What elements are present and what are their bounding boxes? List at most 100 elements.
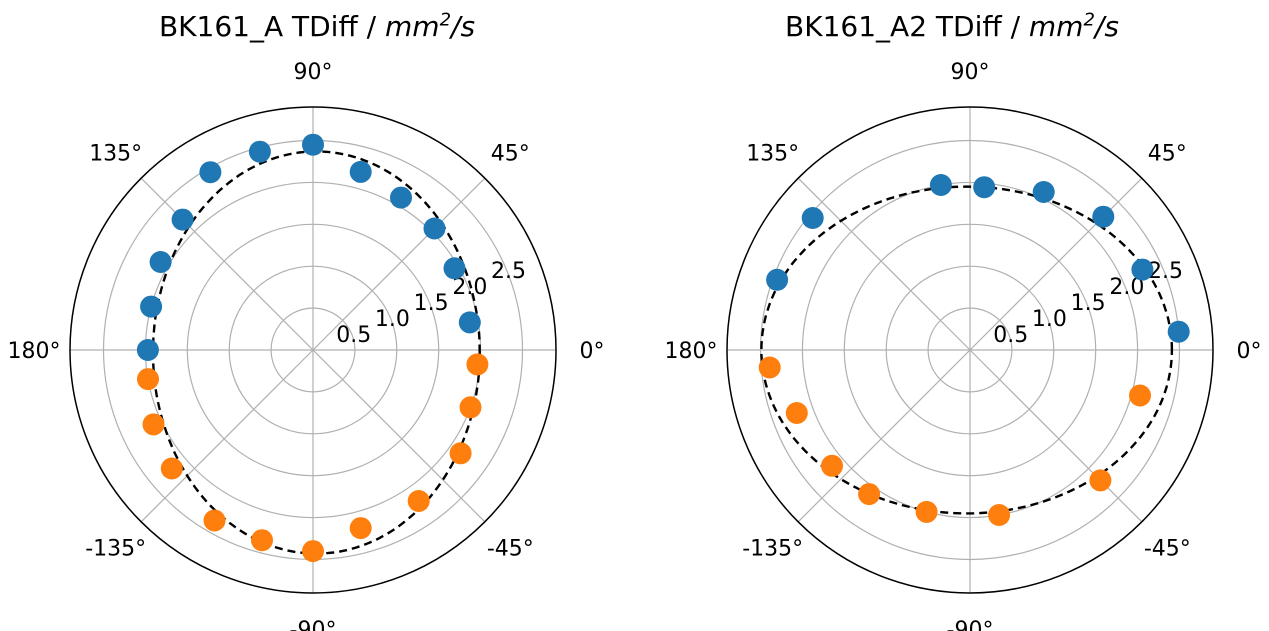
angular-tick-label: 180° bbox=[665, 339, 718, 364]
data-point bbox=[140, 295, 163, 318]
angular-tick-label: 180° bbox=[8, 339, 61, 364]
data-point bbox=[929, 174, 952, 196]
angular-gridline bbox=[969, 349, 1143, 523]
data-point bbox=[251, 529, 273, 552]
angular-tick-label: 0° bbox=[1237, 339, 1262, 364]
radial-tick-label: 0.5 bbox=[336, 323, 371, 348]
data-point bbox=[407, 490, 430, 512]
data-point bbox=[458, 311, 481, 334]
polar-axis-frame bbox=[726, 106, 1214, 594]
data-point bbox=[149, 251, 172, 273]
data-point bbox=[302, 540, 324, 563]
angular-tick-label: 90° bbox=[294, 60, 333, 85]
data-point bbox=[1129, 384, 1151, 407]
angular-tick-label: 0° bbox=[580, 339, 605, 364]
unit-tail: /s bbox=[451, 10, 476, 43]
data-point bbox=[1089, 469, 1112, 492]
radial-gridline bbox=[228, 265, 398, 435]
data-point bbox=[171, 208, 194, 231]
unit-exponent: 2 bbox=[439, 9, 452, 31]
angular-gridline bbox=[797, 177, 971, 351]
radial-gridline bbox=[801, 181, 1139, 519]
fit-curve bbox=[151, 150, 481, 555]
data-point bbox=[988, 504, 1011, 526]
angular-tick-label: -135° bbox=[85, 536, 146, 561]
angular-tick-label: -90° bbox=[947, 618, 994, 631]
angular-tick-label: 135° bbox=[746, 142, 799, 167]
data-point bbox=[390, 186, 412, 209]
data-point bbox=[443, 257, 466, 280]
data-point bbox=[1092, 205, 1115, 228]
unit-base: mm bbox=[1028, 10, 1084, 43]
chart-title-unit: mm2/s bbox=[385, 10, 475, 43]
data-point bbox=[349, 517, 372, 540]
angular-gridline bbox=[312, 349, 486, 523]
angular-tick-label: -135° bbox=[742, 536, 803, 561]
polar-plot-left: 0.51.01.52.02.5 0° 45° 90° 135° 180° -135° -90°… bbox=[8, 60, 605, 631]
angular-gridline bbox=[797, 349, 971, 523]
radial-tick-label: 1.5 bbox=[1071, 291, 1106, 316]
data-point bbox=[459, 396, 482, 419]
data-point bbox=[821, 454, 843, 477]
data-point bbox=[136, 339, 159, 361]
data-point bbox=[302, 133, 324, 156]
data-point bbox=[349, 160, 372, 183]
data-point bbox=[1131, 258, 1154, 281]
radial-tick-label: 2.5 bbox=[491, 259, 526, 284]
data-point bbox=[449, 442, 472, 465]
chart-title-text: BK161_A TDiff / bbox=[158, 10, 385, 43]
polar-chart-right: BK161_A2 TDiff / mm2/s 0.5 1.0 1.5 2.0 2.5 0°… bbox=[635, 0, 1269, 631]
radial-tick-label: 1.0 bbox=[1032, 307, 1067, 332]
data-point bbox=[466, 353, 489, 376]
data-point bbox=[758, 356, 781, 379]
angular-gridline bbox=[312, 177, 486, 351]
data-point bbox=[160, 457, 183, 480]
data-point bbox=[858, 483, 881, 506]
angular-tick-label: 45° bbox=[1148, 142, 1187, 167]
data-point bbox=[915, 500, 938, 523]
angular-gridline bbox=[140, 349, 314, 523]
radial-gridline bbox=[270, 307, 356, 393]
chart-title-text: BK161_A2 TDiff / bbox=[785, 10, 1029, 43]
polar-chart-left: BK161_A TDiff / mm2/s 0.5 1.0 1.5 2.0 2.5 0° 4… bbox=[0, 0, 634, 631]
radial-tick-label: 1.5 bbox=[414, 291, 449, 316]
data-point bbox=[785, 402, 808, 424]
radial-tick-label: 0.5 bbox=[993, 323, 1028, 348]
data-point bbox=[766, 268, 789, 291]
angular-tick-label: 90° bbox=[951, 60, 990, 85]
unit-base: mm bbox=[385, 10, 440, 43]
radial-gridline bbox=[927, 307, 1013, 393]
data-point bbox=[142, 413, 165, 436]
radial-gridline bbox=[759, 139, 1181, 561]
data-point bbox=[203, 509, 226, 532]
angular-tick-label: 135° bbox=[89, 142, 142, 167]
angular-tick-label: -45° bbox=[487, 536, 534, 561]
polar-axis-frame bbox=[69, 106, 557, 594]
chart-title-left: BK161_A TDiff / mm2/s bbox=[0, 10, 634, 43]
data-point bbox=[1167, 320, 1190, 343]
unit-exponent: 2 bbox=[1083, 9, 1095, 31]
data-point bbox=[137, 368, 159, 391]
data-point bbox=[1032, 181, 1055, 203]
angular-tick-label: 45° bbox=[491, 142, 530, 167]
fit-curve bbox=[760, 185, 1174, 515]
radial-gridline bbox=[885, 265, 1055, 435]
data-point bbox=[973, 176, 996, 199]
radial-tick-label: 2.0 bbox=[452, 275, 487, 300]
angular-tick-label: -90° bbox=[290, 618, 337, 631]
data-point bbox=[248, 140, 271, 163]
radial-tick-label: 1.0 bbox=[375, 307, 410, 332]
radial-tick-label: 2.5 bbox=[1148, 259, 1183, 284]
data-point bbox=[199, 161, 222, 184]
chart-title-right: BK161_A2 TDiff / mm2/s bbox=[635, 10, 1269, 43]
angular-gridline bbox=[969, 177, 1143, 351]
radial-gridline bbox=[186, 223, 440, 477]
angular-tick-label: -45° bbox=[1144, 536, 1191, 561]
angular-gridline bbox=[140, 177, 314, 351]
radial-gridline bbox=[843, 223, 1097, 477]
data-point bbox=[423, 217, 446, 240]
data-point bbox=[801, 207, 824, 229]
chart-title-unit: mm2/s bbox=[1029, 10, 1119, 43]
unit-tail: /s bbox=[1094, 10, 1119, 43]
